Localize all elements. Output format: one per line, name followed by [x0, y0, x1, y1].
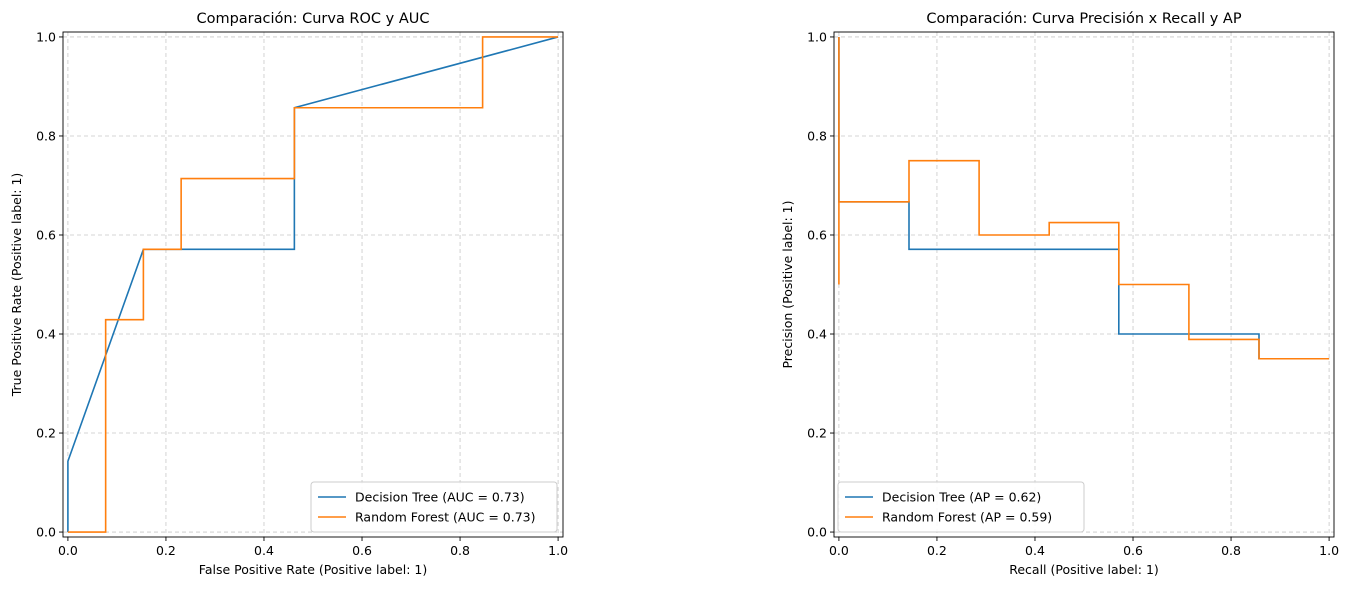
x-tick-label: 0.6	[352, 543, 372, 558]
y-axis-label: Precision (Positive label: 1)	[780, 200, 795, 368]
legend-entry-label: Decision Tree (AUC = 0.73)	[355, 490, 525, 505]
y-axis-label: True Positive Rate (Positive label: 1)	[9, 173, 24, 398]
series-line-random-forest	[838, 36, 1330, 360]
y-tick-label: 0.0	[36, 525, 56, 540]
legend-box	[310, 481, 558, 533]
axes-frame	[62, 31, 564, 538]
axes-frame	[833, 31, 1335, 538]
y-tick-label: 0.2	[36, 426, 56, 441]
chart-title: Comparación: Curva Precisión x Recall y …	[926, 11, 1241, 27]
legend-entry-label: Random Forest (AP = 0.59)	[882, 510, 1052, 525]
x-tick-label: 0.0	[58, 543, 78, 558]
y-tick-label: 0.8	[807, 128, 827, 143]
x-tick-label: 0.8	[1221, 543, 1241, 558]
y-tick-label: 0.2	[807, 426, 827, 441]
x-axis-label: Recall (Positive label: 1)	[1009, 562, 1159, 577]
legend-box	[837, 481, 1085, 533]
chart-title: Comparación: Curva ROC y AUC	[196, 11, 429, 27]
y-tick-label: 1.0	[36, 29, 56, 44]
y-tick-label: 0.6	[807, 227, 827, 242]
chart-2: 0.0 0.2 0.4 0.6 0.8 1.0 0.0 0.2 0.4 0.6 0.8 1.0 Comp…	[780, 11, 1339, 577]
x-tick-label: 1.0	[548, 543, 568, 558]
y-tick-label: 0.4	[807, 327, 827, 342]
y-tick-label: 0.4	[36, 327, 56, 342]
chart-1: 0.0 0.2 0.4 0.6 0.8 1.0 0.0 0.2 0.4 0.6 0.8 1.0 Comp…	[9, 11, 568, 577]
x-tick-label: 0.2	[156, 543, 176, 558]
legend-entry-label: Decision Tree (AP = 0.62)	[882, 490, 1041, 505]
series-line-random-forest	[67, 36, 559, 533]
legend-entry-label: Random Forest (AUC = 0.73)	[355, 510, 536, 525]
x-tick-label: 0.4	[254, 543, 274, 558]
x-axis-label: False Positive Rate (Positive label: 1)	[199, 562, 427, 577]
y-tick-label: 0.8	[36, 128, 56, 143]
x-tick-label: 0.0	[829, 543, 849, 558]
y-tick-label: 1.0	[807, 29, 827, 44]
series-line-decision-tree	[67, 36, 559, 533]
x-tick-label: 1.0	[1319, 543, 1339, 558]
y-tick-label: 0.0	[807, 525, 827, 540]
legend: Decision Tree (AP = 0.62) Random Forest (…	[837, 481, 1085, 533]
y-tick-label: 0.6	[36, 227, 56, 242]
x-tick-label: 0.8	[450, 543, 470, 558]
x-tick-label: 0.2	[927, 543, 947, 558]
x-tick-label: 0.6	[1123, 543, 1143, 558]
x-tick-label: 0.4	[1025, 543, 1045, 558]
legend: Decision Tree (AUC = 0.73) Random Forest …	[310, 481, 558, 533]
